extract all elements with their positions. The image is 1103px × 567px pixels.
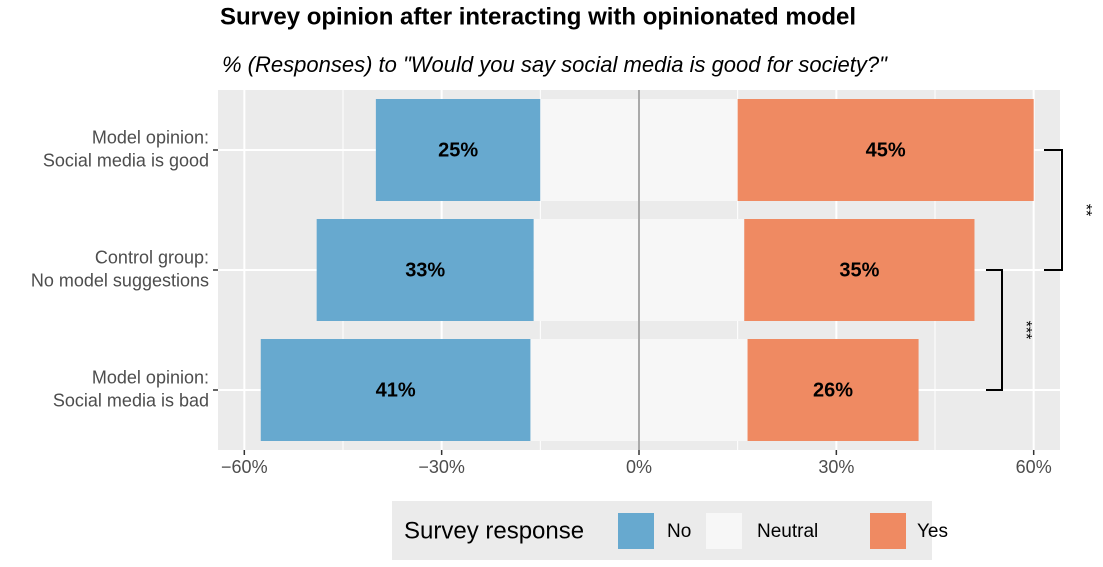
legend-label: Neutral bbox=[757, 521, 818, 542]
bar bbox=[316, 219, 534, 321]
data-label: 41% bbox=[376, 379, 416, 401]
x-tick-label: −30% bbox=[418, 457, 465, 477]
x-tick-label: −60% bbox=[221, 457, 268, 477]
x-tick-label: 60% bbox=[1016, 457, 1052, 477]
data-label: 35% bbox=[839, 259, 879, 281]
data-label: 26% bbox=[813, 379, 853, 401]
bar bbox=[744, 219, 975, 321]
y-tick-label: Social media is bad bbox=[53, 390, 209, 410]
legend-key bbox=[870, 513, 906, 549]
y-tick-label: Control group: bbox=[95, 247, 209, 267]
bar bbox=[260, 339, 531, 441]
y-tick-label: Social media is good bbox=[43, 150, 209, 170]
significance-bracket bbox=[986, 269, 1003, 391]
legend-label: Yes bbox=[917, 521, 948, 542]
legend-key bbox=[618, 513, 654, 549]
y-tick-label: No model suggestions bbox=[31, 270, 209, 290]
bar bbox=[747, 339, 919, 441]
y-tick-label: Model opinion: bbox=[92, 127, 209, 147]
legend-key bbox=[706, 513, 742, 549]
bar bbox=[737, 99, 1034, 201]
data-label: 45% bbox=[866, 139, 906, 161]
x-tick-label: 30% bbox=[818, 457, 854, 477]
legend-label: No bbox=[667, 521, 691, 542]
data-label: 25% bbox=[438, 139, 478, 161]
legend-box bbox=[392, 501, 932, 560]
significance-bracket bbox=[1044, 149, 1063, 271]
significance-label: *** bbox=[1017, 321, 1034, 340]
significance-label: ** bbox=[1077, 204, 1094, 216]
data-label: 33% bbox=[405, 259, 445, 281]
legend-title: Survey response bbox=[404, 517, 584, 544]
y-tick-label: Model opinion: bbox=[92, 367, 209, 387]
bar bbox=[375, 99, 541, 201]
chart-subtitle: % (Responses) to "Would you say social m… bbox=[222, 52, 888, 77]
chart-title: Survey opinion after interacting with op… bbox=[220, 3, 856, 30]
x-tick-label: 0% bbox=[626, 457, 652, 477]
